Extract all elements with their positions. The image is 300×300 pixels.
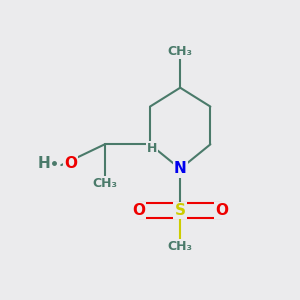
Text: CH₃: CH₃ bbox=[92, 178, 117, 190]
Text: CH₃: CH₃ bbox=[168, 45, 193, 58]
Text: O: O bbox=[132, 203, 145, 218]
Text: N: N bbox=[174, 161, 187, 176]
Text: CH₃: CH₃ bbox=[168, 240, 193, 253]
Text: H: H bbox=[147, 142, 157, 154]
Text: S: S bbox=[175, 203, 186, 218]
Text: H: H bbox=[38, 156, 51, 171]
Text: O: O bbox=[215, 203, 228, 218]
Text: O: O bbox=[64, 156, 77, 171]
